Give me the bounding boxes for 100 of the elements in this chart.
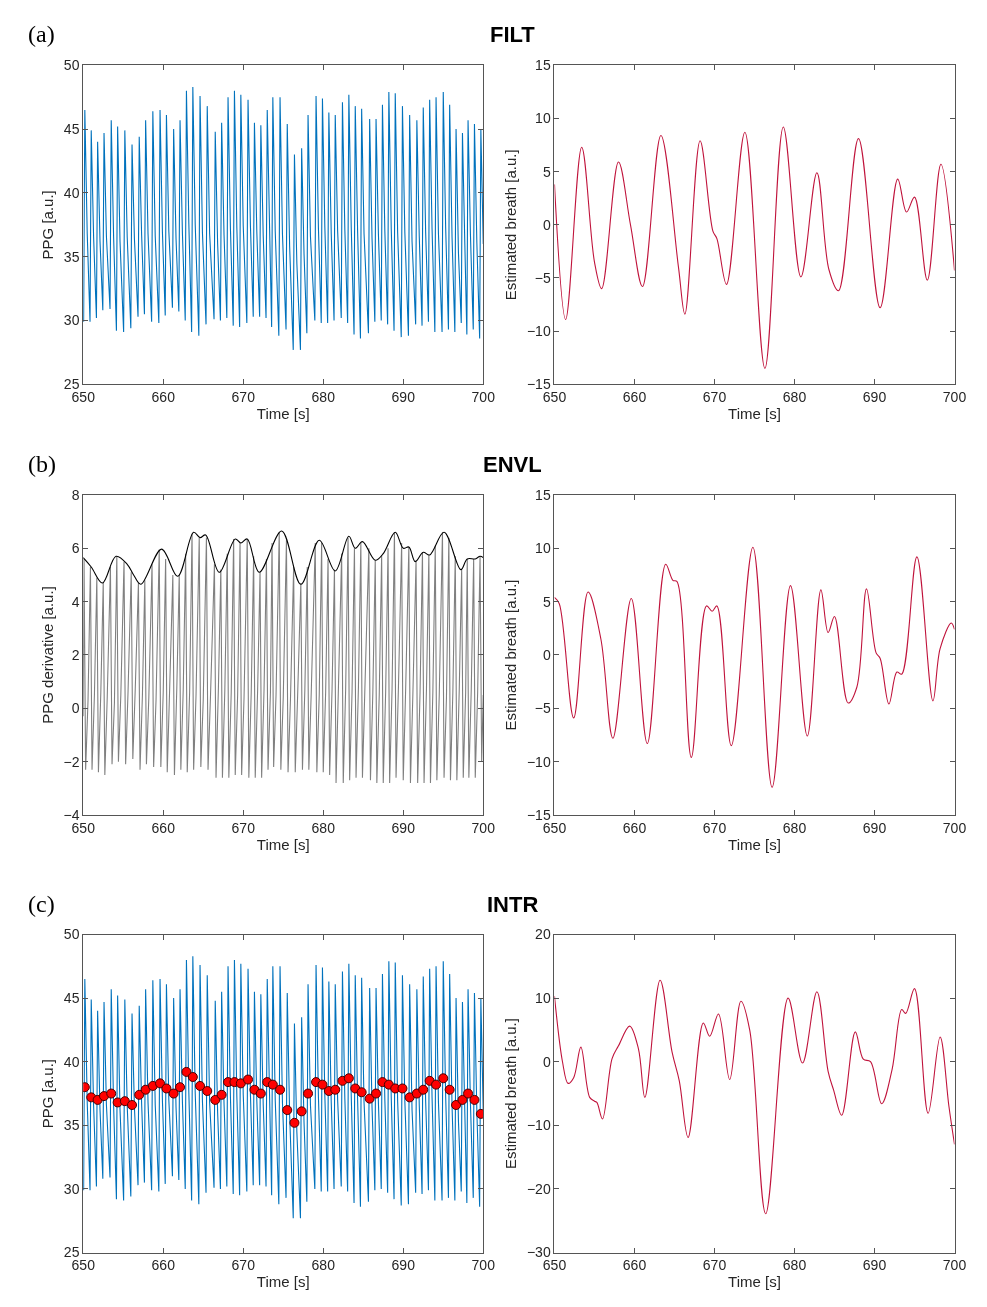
- x-tick-label: 660: [622, 819, 647, 836]
- y-tick-label: 5: [542, 163, 551, 180]
- x-tick-label: 680: [782, 819, 807, 836]
- point: [187, 1072, 198, 1082]
- point: [140, 1084, 151, 1095]
- x-tick-label: 690: [391, 1257, 416, 1274]
- x-axis-title: Time [s]: [256, 405, 310, 423]
- x-tick-label: 690: [391, 819, 416, 836]
- y-tick-label: 50: [63, 926, 80, 943]
- x-tick-label: 700: [942, 389, 967, 406]
- point: [175, 1082, 186, 1093]
- line-series: [83, 86, 484, 351]
- x-tick-label: 670: [231, 389, 256, 406]
- y-axis-title: PPG [a.u.]: [39, 1058, 57, 1129]
- point: [161, 1083, 172, 1094]
- point: [317, 1079, 328, 1090]
- y-tick-label: 35: [63, 1117, 80, 1134]
- point: [356, 1087, 367, 1098]
- point: [463, 1088, 474, 1099]
- point: [418, 1084, 429, 1095]
- point: [243, 1074, 254, 1085]
- point: [210, 1094, 221, 1105]
- y-tick-label: 20: [535, 926, 551, 943]
- y-tick-label: 10: [535, 540, 551, 557]
- y-tick-label: −10: [526, 323, 551, 340]
- y-tick-label: 5: [542, 593, 551, 610]
- text: (a): [28, 21, 55, 47]
- x-axis-title: Time [s]: [256, 835, 310, 853]
- point: [469, 1094, 480, 1105]
- x-tick-label: 670: [702, 819, 727, 836]
- x-tick-label: 680: [311, 1257, 336, 1274]
- x-tick-label: 660: [151, 819, 176, 836]
- point: [267, 1079, 278, 1090]
- y-tick-label: 50: [63, 57, 80, 74]
- line-series: [554, 979, 955, 1215]
- x-tick-label: 660: [622, 389, 647, 406]
- point: [371, 1088, 382, 1099]
- x-tick-label: 670: [702, 1257, 727, 1274]
- y-tick-label: 0: [542, 646, 551, 663]
- y-tick-label: 8: [71, 486, 80, 503]
- y-tick-label: 30: [63, 1180, 80, 1197]
- text: (b): [28, 451, 56, 477]
- y-tick-label: 15: [535, 486, 551, 503]
- x-axis-title: Time [s]: [728, 1273, 781, 1291]
- y-axis-title: PPG [a.u.]: [39, 190, 57, 260]
- y-tick-label: 6: [71, 540, 80, 557]
- x-tick-label: 690: [391, 389, 416, 406]
- text: (c): [28, 891, 55, 917]
- point: [397, 1083, 408, 1094]
- line-series: [83, 955, 484, 1219]
- point: [364, 1093, 375, 1104]
- point: [303, 1088, 314, 1099]
- point: [216, 1089, 227, 1100]
- x-tick-label: 660: [151, 1257, 176, 1274]
- y-tick-label: 35: [63, 248, 80, 265]
- x-tick-label: 680: [311, 389, 336, 406]
- point: [296, 1106, 307, 1117]
- x-tick-label: 680: [782, 1257, 807, 1274]
- point: [134, 1089, 145, 1100]
- line-series: [554, 126, 955, 369]
- y-axis-title: PPG derivative [a.u.]: [38, 586, 56, 724]
- point: [202, 1086, 213, 1096]
- x-axis-title: Time [s]: [728, 405, 781, 423]
- y-tick-label: 30: [63, 312, 80, 329]
- y-tick-label: 40: [63, 184, 80, 201]
- point: [343, 1073, 354, 1084]
- point: [475, 1108, 484, 1119]
- point: [235, 1078, 246, 1089]
- line-series: [83, 530, 484, 585]
- x-axis-title: Time [s]: [256, 1273, 310, 1291]
- x-tick-label: 690: [862, 1257, 887, 1274]
- y-tick-label: 45: [63, 990, 80, 1007]
- y-tick-label: −20: [526, 1180, 551, 1197]
- x-tick-label: 660: [622, 1257, 647, 1274]
- point: [168, 1088, 179, 1099]
- point: [404, 1092, 415, 1103]
- y-tick-label: 10: [535, 110, 551, 127]
- x-tick-label: 700: [942, 819, 967, 836]
- y-tick-label: −10: [526, 1117, 551, 1134]
- point: [431, 1079, 442, 1090]
- point: [181, 1066, 192, 1077]
- point: [289, 1117, 300, 1128]
- line-series: [83, 531, 484, 784]
- point: [444, 1084, 455, 1095]
- y-tick-label: 0: [71, 700, 80, 717]
- chart-title: INTR: [487, 892, 539, 917]
- x-tick-label: 690: [862, 819, 887, 836]
- point: [127, 1100, 138, 1110]
- point: [195, 1080, 206, 1091]
- y-tick-label: 40: [63, 1053, 80, 1070]
- point: [255, 1088, 266, 1099]
- y-axis-title: Estimated breath [a.u.]: [502, 149, 520, 301]
- x-tick-label: 690: [862, 389, 887, 406]
- y-axis-title: Estimated breath [a.u.]: [502, 1018, 520, 1170]
- y-tick-label: 0: [542, 1053, 551, 1070]
- chart-title: FILT: [490, 22, 536, 47]
- y-tick-label: 2: [71, 646, 80, 663]
- y-tick-label: −10: [526, 753, 551, 770]
- y-tick-label: 0: [542, 216, 551, 233]
- chart-title: ENVL: [483, 452, 542, 477]
